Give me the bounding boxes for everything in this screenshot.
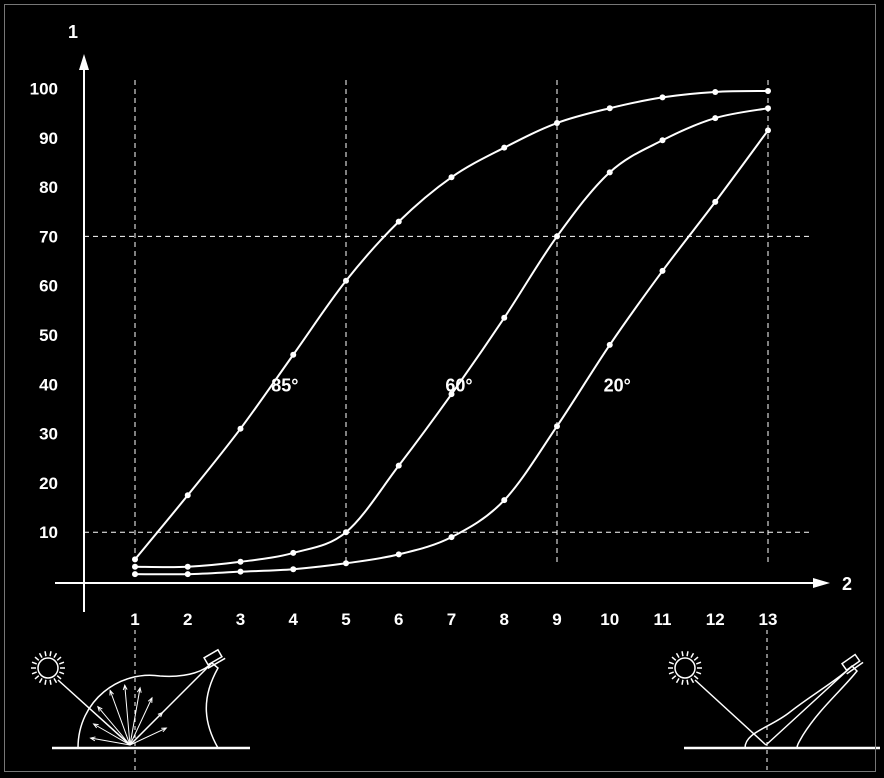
chart-frame xyxy=(4,4,876,772)
